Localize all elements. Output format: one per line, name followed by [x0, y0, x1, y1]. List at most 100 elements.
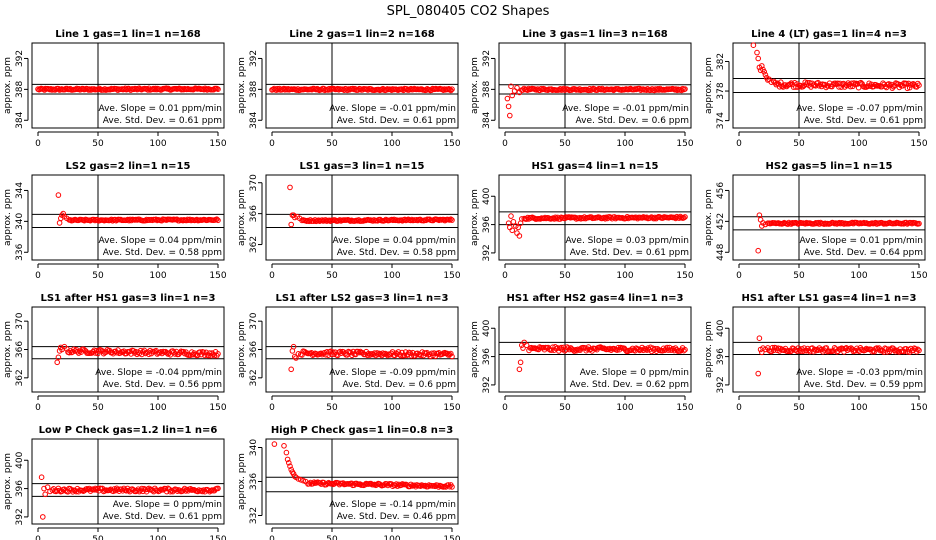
y-tick-label: 448 — [716, 243, 726, 260]
chart-panel: Low P Check gas=1.2 lin=1 n=6 0 50 100 150 39… — [3, 425, 227, 540]
y-tick-label: 400 — [15, 451, 25, 468]
plot-frame — [498, 42, 692, 129]
panel-title: High P Check gas=1 lin=0.8 n=3 — [271, 425, 453, 436]
x-tick-label: 150 — [209, 535, 226, 540]
data-point — [448, 216, 454, 222]
plot-frame — [31, 42, 225, 129]
y-axis-label: approx. ppm — [3, 321, 13, 378]
slope-annotation: Ave. Slope = -0.07 ppm/min — [796, 104, 923, 114]
y-axis: 362 366 370 — [249, 174, 263, 253]
plot-frame — [732, 174, 926, 261]
data-point — [847, 346, 853, 352]
x-tick-label: 50 — [326, 535, 338, 540]
std-dev-annotation: Ave. Std. Dev. = 0.58 ppm — [103, 248, 222, 258]
y-axis: 332 336 340 — [249, 439, 263, 524]
y-axis-label: approx. ppm — [237, 189, 247, 246]
y-tick-label: 400 — [482, 319, 492, 336]
x-tick-label: 0 — [269, 139, 275, 149]
data-point — [287, 463, 293, 470]
plot-frame — [732, 42, 926, 129]
x-tick-label: 50 — [92, 271, 104, 281]
data-point — [292, 353, 298, 360]
data-point — [509, 92, 516, 99]
data-point — [197, 349, 203, 355]
data-point — [40, 514, 46, 520]
y-tick-label: 392 — [482, 244, 492, 261]
slope-annotation: Ave. Slope = -0.14 ppm/min — [329, 500, 456, 510]
data-point — [509, 227, 516, 234]
x-tick-label: 100 — [616, 139, 633, 149]
data-point — [215, 485, 221, 492]
y-tick-label: 392 — [15, 508, 25, 525]
data-point — [449, 353, 455, 360]
chart-panel: Line 4 (LT) gas=1 lin=4 n=30 50 100 1503743… — [704, 29, 928, 149]
data-series — [271, 441, 455, 490]
panel-title: HS1 after LS1 gas=4 lin=1 n=3 — [741, 293, 916, 304]
data-point — [206, 350, 213, 356]
data-point — [325, 352, 332, 359]
data-point — [286, 460, 292, 466]
data-point — [554, 345, 561, 351]
std-dev-annotation: Ave. Std. Dev. = 0.61 ppm — [337, 116, 456, 126]
x-axis: 0 50 100 150 — [736, 131, 928, 149]
data-point — [38, 474, 45, 481]
data-point — [507, 112, 513, 119]
data-series — [38, 474, 221, 520]
x-axis: 0 50 100 150 — [269, 395, 461, 413]
y-axis: 362 366 370 — [15, 312, 29, 386]
data-series — [269, 85, 455, 94]
y-tick-label: 388 — [482, 81, 492, 98]
x-tick-label: 150 — [910, 271, 927, 281]
chart-panel: LS1 after HS1 gas=3 lin=1 n=3 0 50 100 150 36… — [3, 293, 227, 413]
std-dev-annotation: Ave. Std. Dev. = 0.58 ppm — [337, 248, 456, 258]
std-dev-annotation: Ave. Std. Dev. = 0.46 ppm — [337, 512, 456, 522]
x-tick-label: 50 — [92, 403, 104, 413]
data-point — [214, 216, 220, 222]
data-point — [682, 86, 688, 92]
slope-annotation: Ave. Slope = -0.01 ppm/min — [329, 104, 456, 114]
y-tick-label: 392 — [482, 376, 492, 393]
x-axis: 0 50 100 150 — [269, 263, 461, 281]
x-tick-label: 0 — [35, 271, 41, 281]
data-point — [447, 86, 453, 93]
data-point — [523, 342, 530, 349]
data-point — [756, 335, 763, 342]
figure-title: SPL_080405 CO2 Shapes — [387, 4, 550, 19]
y-axis-label: approx. ppm — [704, 57, 714, 114]
data-point — [310, 480, 316, 487]
y-axis-label: approx. ppm — [237, 453, 247, 510]
std-dev-annotation: Ave. Std. Dev. = 0.6 ppm — [576, 116, 689, 126]
y-tick-label: 392 — [716, 376, 726, 393]
slope-annotation: Ave. Slope = -0.03 ppm/min — [796, 368, 923, 378]
slope-annotation: Ave. Slope = 0 ppm/min — [113, 500, 222, 510]
data-point — [508, 83, 514, 90]
data-point — [755, 247, 762, 254]
data-point — [836, 84, 842, 90]
x-tick-label: 50 — [793, 139, 805, 149]
y-tick-label: 340 — [249, 439, 259, 456]
slope-annotation: Ave. Slope = 0.01 ppm/min — [799, 236, 923, 246]
data-point — [916, 220, 922, 227]
data-point — [74, 348, 81, 355]
data-series — [505, 213, 688, 239]
plot-frame — [498, 174, 692, 261]
data-point — [44, 484, 51, 491]
data-series — [55, 192, 221, 226]
data-point — [401, 352, 408, 359]
data-point — [290, 343, 297, 350]
y-tick-label: 382 — [716, 53, 726, 70]
data-point — [892, 348, 899, 355]
data-point — [200, 349, 207, 356]
data-point — [215, 217, 221, 224]
y-tick-label: 400 — [716, 319, 726, 336]
data-point — [284, 456, 291, 463]
data-point — [317, 480, 323, 486]
y-tick-label: 336 — [15, 243, 25, 260]
std-dev-annotation: Ave. Std. Dev. = 0.62 ppm — [570, 380, 689, 390]
y-axis: 448 452 456 — [716, 182, 730, 261]
x-tick-label: 50 — [92, 535, 104, 540]
data-point — [847, 83, 854, 90]
std-dev-annotation: Ave. Std. Dev. = 0.61 ppm — [570, 248, 689, 258]
x-axis: 0 50 100 150 — [736, 395, 928, 413]
